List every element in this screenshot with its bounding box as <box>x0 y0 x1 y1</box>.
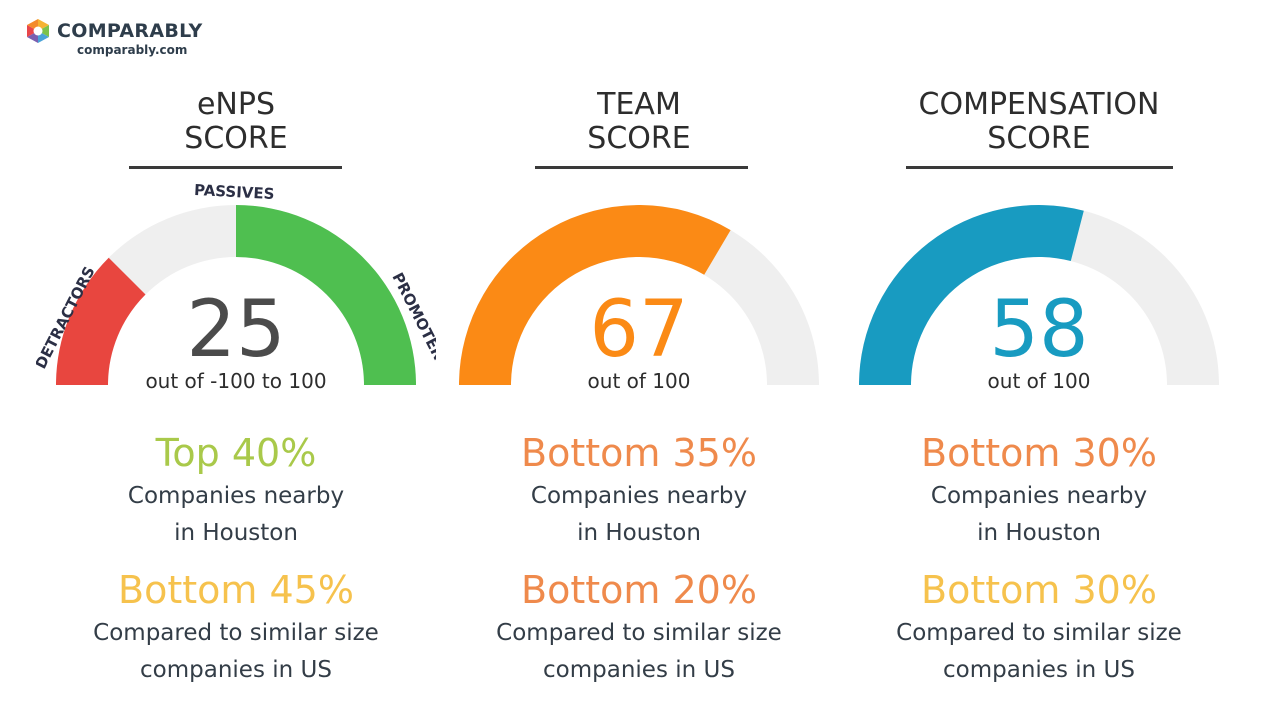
compensation-title-divider <box>906 166 1173 169</box>
enps-gauge: DETRACTORS PASSIVES PROMOTERS <box>36 181 436 385</box>
compensation-score-value: 58 <box>989 285 1089 375</box>
compensation-gauge <box>859 205 1219 385</box>
enps-score-value: 25 <box>186 285 286 375</box>
team-title-divider <box>535 166 748 169</box>
team-title: TEAM SCORE <box>587 87 691 156</box>
team-nearby-desc: Companies nearby in Houston <box>530 483 748 546</box>
compensation-national-rank: Bottom 30% <box>921 568 1157 612</box>
enps-national-desc: Compared to similar size companies in US <box>93 620 379 683</box>
enps-title-divider <box>129 166 342 169</box>
comparably-logo[interactable]: COMPARABLY comparably.com <box>25 18 202 57</box>
compensation-title: COMPENSATION SCORE <box>918 87 1160 156</box>
compensation-score-card: COMPENSATION SCORE 58 out of 100 Bottom … <box>839 0 1239 720</box>
comparably-logo-icon <box>27 19 49 43</box>
team-gauge <box>459 205 819 385</box>
team-nearby-rank: Bottom 35% <box>521 431 757 475</box>
team-national-desc: Compared to similar size companies in US <box>496 620 782 683</box>
enps-score-card: eNPS SCORE DETRACTORS PASSIVES PROMOTERS… <box>36 0 436 720</box>
enps-title: eNPS SCORE <box>184 87 288 156</box>
team-score-range: out of 100 <box>587 369 691 393</box>
compensation-gauge-fill <box>859 205 1084 385</box>
team-score-card: TEAM SCORE 67 out of 100 Bottom 35% Comp… <box>439 0 839 720</box>
compensation-nearby-desc: Companies nearby in Houston <box>930 483 1148 546</box>
enps-nearby-desc: Companies nearby in Houston <box>127 483 345 546</box>
team-score-value: 67 <box>589 285 689 375</box>
enps-score-range: out of -100 to 100 <box>145 369 327 393</box>
enps-gauge-detractors <box>55 257 146 385</box>
compensation-score-range: out of 100 <box>987 369 1091 393</box>
enps-national-rank: Bottom 45% <box>118 568 354 612</box>
passives-label: PASSIVES <box>194 181 275 203</box>
enps-gauge-promoters <box>236 205 416 385</box>
team-national-rank: Bottom 20% <box>521 568 757 612</box>
enps-nearby-rank: Top 40% <box>155 431 317 475</box>
team-gauge-fill <box>459 205 731 385</box>
compensation-nearby-rank: Bottom 30% <box>921 431 1157 475</box>
brand-name: COMPARABLY <box>57 20 203 42</box>
compensation-national-desc: Compared to similar size companies in US <box>896 620 1182 683</box>
brand-url: comparably.com <box>77 43 188 57</box>
